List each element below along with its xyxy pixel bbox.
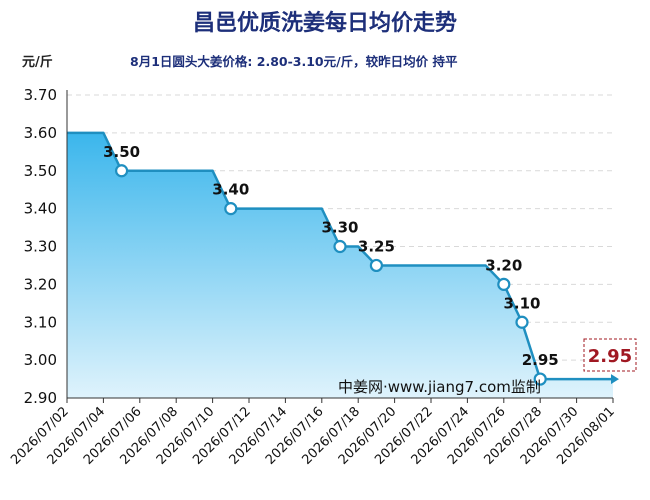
data-label: 3.20 <box>485 256 522 274</box>
chart-title: 昌邑优质洗姜每日均价走势 <box>193 10 457 36</box>
latest-price-frame <box>583 338 637 372</box>
y-tick-label: 3.30 <box>24 238 57 256</box>
data-markers: 3.50 3.40 3.303.25 3.20 3.10 2.95 <box>103 143 559 386</box>
y-tick-label: 3.70 <box>24 86 57 104</box>
y-tick-label: 3.50 <box>24 162 57 180</box>
y-tick-label: 3.00 <box>24 351 57 369</box>
data-point <box>533 372 547 386</box>
y-tick-label: 3.20 <box>24 275 57 293</box>
data-point <box>224 202 238 216</box>
data-label: 3.30 <box>321 219 358 237</box>
area-fill <box>67 132 613 398</box>
data-label: 3.50 <box>103 143 140 161</box>
data-label: 2.95 <box>522 351 559 369</box>
data-point <box>369 258 383 273</box>
data-label: 3.10 <box>503 294 540 312</box>
data-point <box>114 164 129 178</box>
y-tick-label: 2.90 <box>24 389 57 407</box>
data-label: 3.25 <box>358 237 395 255</box>
y-axis-unit: 元/斤 <box>22 54 53 70</box>
data-label: 3.40 <box>212 181 249 199</box>
line-end-arrow <box>611 374 619 385</box>
watermark-text: 中姜网·www.jiang7.com监制 <box>338 378 541 396</box>
latest-price-value: 2.95 <box>588 346 632 367</box>
y-tick-label: 3.40 <box>24 200 57 218</box>
data-point <box>333 239 347 254</box>
y-tick-label: 3.10 <box>24 313 57 331</box>
y-tick-label: 3.60 <box>24 124 57 142</box>
data-point <box>497 277 511 291</box>
chart-subtitle: 8月1日圆头大姜价格: 2.80-3.10元/斤，较昨日均价 持平 <box>130 54 458 69</box>
latest-price-box: 2.95 <box>583 338 637 372</box>
data-point <box>515 315 529 329</box>
